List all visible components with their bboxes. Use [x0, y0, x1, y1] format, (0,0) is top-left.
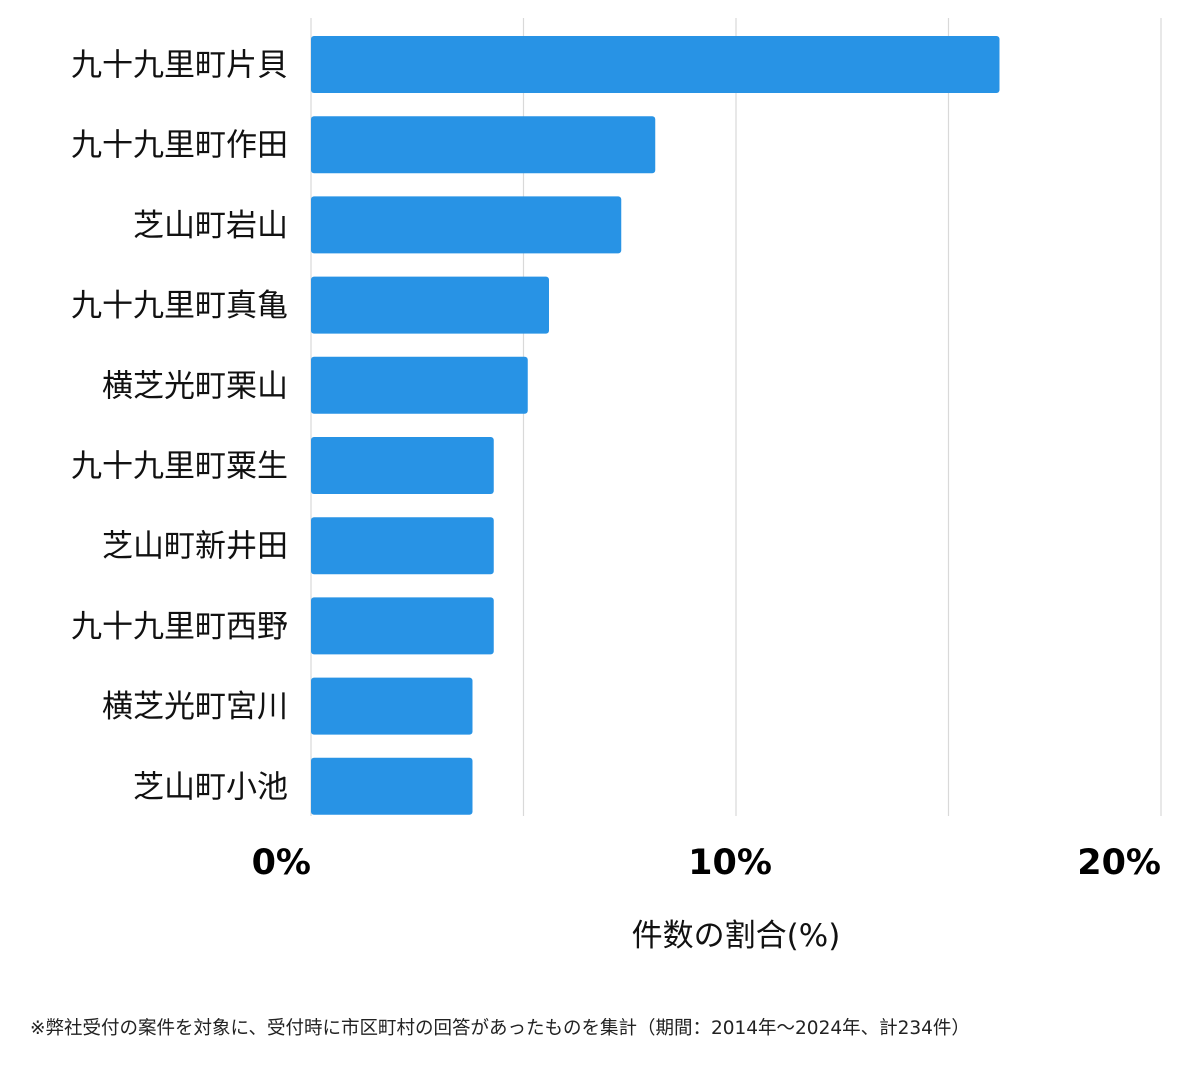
x-tick-label: 0% [252, 843, 311, 883]
bar [311, 757, 473, 815]
bars [311, 36, 1000, 815]
bar [311, 356, 528, 414]
category-label: 九十九里町粟生 [71, 449, 288, 485]
category-label: 芝山町小池 [133, 769, 288, 805]
bar [311, 437, 494, 494]
category-label: 横芝光町栗山 [102, 368, 288, 404]
category-label: 芝山町岩山 [133, 208, 288, 244]
category-label: 九十九里町作田 [71, 128, 288, 164]
category-labels: 九十九里町片貝九十九里町作田芝山町岩山九十九里町真亀横芝光町栗山九十九里町粟生芝… [71, 48, 288, 806]
bar [311, 36, 1000, 93]
category-label: 横芝光町宮川 [102, 689, 288, 725]
x-tick-label: 10% [688, 843, 772, 883]
bar [311, 196, 622, 254]
category-label: 九十九里町片貝 [71, 48, 288, 84]
bar [311, 116, 656, 174]
category-label: 九十九里町西野 [71, 609, 288, 645]
x-axis-title: 件数の割合(%) [632, 918, 841, 954]
category-label: 芝山町新井田 [102, 529, 288, 565]
x-tick-labels: 0% 10% 20% [252, 843, 1161, 883]
bar [311, 597, 494, 655]
bar [311, 517, 494, 575]
footnote: ※弊社受付の案件を対象に、受付時に市区町村の回答があったものを集計（期間：201… [30, 1018, 970, 1039]
category-label: 九十九里町真亀 [71, 288, 288, 324]
bar [311, 677, 473, 735]
bar-chart: 九十九里町片貝九十九里町作田芝山町岩山九十九里町真亀横芝光町栗山九十九里町粟生芝… [71, 18, 1162, 954]
bar [311, 276, 549, 334]
x-tick-label: 20% [1077, 843, 1161, 883]
